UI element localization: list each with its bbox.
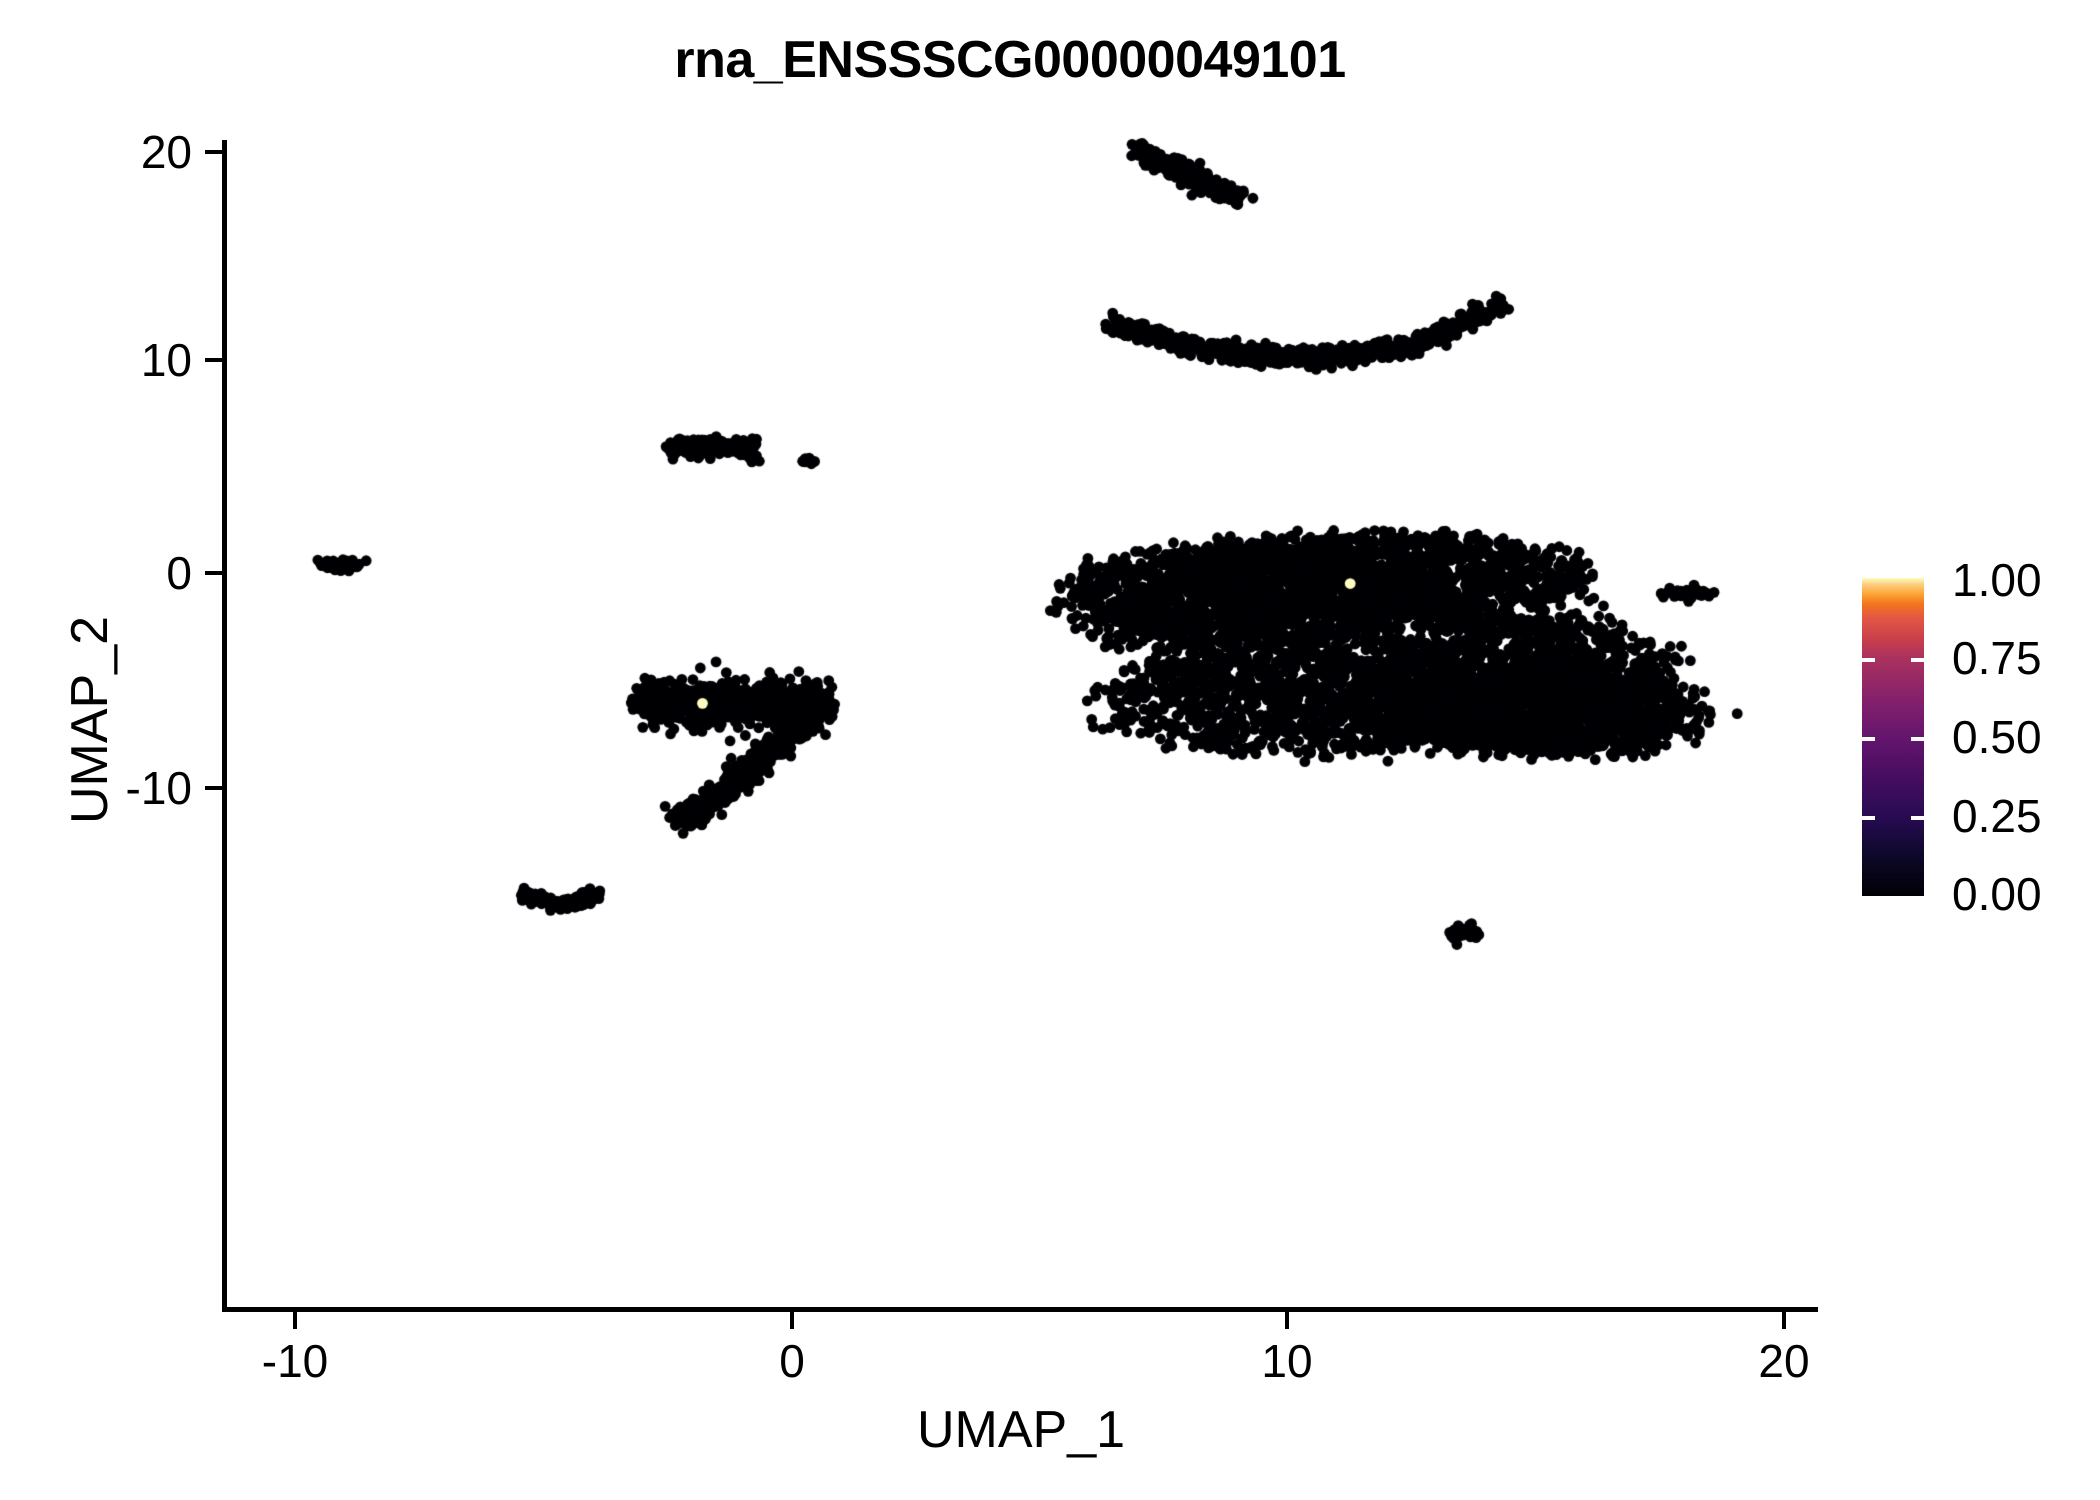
y-tick-label-3: -10 [125, 762, 192, 814]
x-tick-label-1: 0 [779, 1335, 805, 1387]
colorbar-tick-0-50-left [1862, 737, 1875, 741]
y-tick-label-1: 10 [140, 334, 192, 386]
colorbar-label-0-50: 0.50 [1952, 711, 2042, 763]
y-tick-mark-0 [205, 150, 222, 154]
y-axis-line [222, 140, 227, 1312]
x-axis-title: UMAP_1 [916, 1401, 1126, 1459]
colorbar-label-1-00: 1.00 [1952, 554, 2042, 606]
colorbar-tick-0-50-right [1911, 737, 1924, 741]
colorbar-label-0-00: 0.00 [1952, 868, 2042, 920]
page-title: rna_ENSSSCG00000049101 [674, 31, 1346, 89]
x-tick-label-2: 10 [1261, 1335, 1313, 1387]
x-axis-line [222, 1307, 1818, 1312]
plot-panel [225, 135, 1817, 1310]
colorbar-label-0-25: 0.25 [1952, 790, 2042, 842]
y-tick-mark-3 [205, 786, 222, 790]
colorbar-tick-0-75-left [1862, 658, 1875, 662]
x-tick-mark-3 [1782, 1312, 1786, 1329]
y-tick-label-2: 0 [166, 547, 192, 599]
colorbar-tick-0-25-right [1911, 816, 1924, 820]
scatter-canvas [225, 135, 1817, 1310]
y-tick-mark-2 [205, 571, 222, 575]
y-tick-label-0: 20 [140, 126, 192, 178]
x-tick-mark-2 [1285, 1312, 1289, 1329]
x-tick-label-3: 20 [1758, 1335, 1810, 1387]
y-axis-title: UMAP_2 [61, 615, 119, 825]
colorbar-tick-0-75-right [1911, 658, 1924, 662]
colorbar-label-0-75: 0.75 [1952, 632, 2042, 684]
colorbar-tick-0-25-left [1862, 816, 1875, 820]
x-tick-mark-0 [293, 1312, 297, 1329]
colorbar-legend: 1.00 0.75 0.50 0.25 0.00 [1862, 554, 2092, 920]
y-tick-mark-1 [205, 358, 222, 362]
x-tick-label-0: -10 [261, 1335, 329, 1387]
x-tick-mark-1 [790, 1312, 794, 1329]
